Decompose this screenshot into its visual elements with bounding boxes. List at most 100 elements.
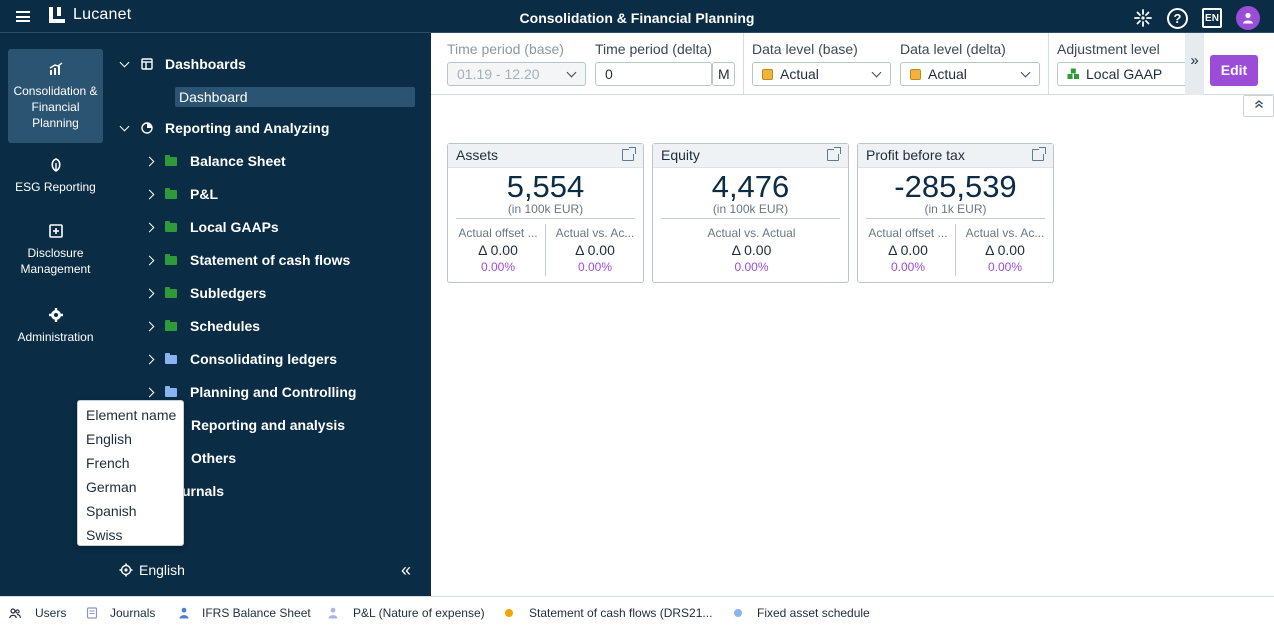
adjustment-level-select[interactable]: Local GAAP bbox=[1057, 62, 1185, 86]
comparison-delta: Δ 0.00 bbox=[478, 242, 518, 258]
card-title: Equity bbox=[653, 144, 848, 168]
lucanet-logo-mark bbox=[48, 6, 66, 24]
rail-item-administration[interactable]: Administration bbox=[8, 307, 103, 347]
data-level-delta-label: Data level (delta) bbox=[900, 41, 1006, 57]
kpi-card-assets[interactable]: Assets 5,554 (in 100k EUR) Actual offset… bbox=[447, 143, 644, 283]
rail-label: ESG Reporting bbox=[15, 180, 96, 194]
card-value: 4,476 bbox=[711, 169, 790, 204]
tree-node-journals[interactable]: urnals bbox=[182, 481, 224, 501]
language-menu: Element name English French German Spani… bbox=[77, 400, 184, 546]
chevron-down-icon[interactable] bbox=[119, 57, 130, 67]
card-value: 5,554 bbox=[506, 169, 585, 204]
dot-icon bbox=[505, 609, 513, 617]
card-comparison: Actual vs. Actual Δ 0.00 0.00% bbox=[661, 226, 842, 275]
chevron-right-icon[interactable] bbox=[144, 189, 155, 199]
folder-icon bbox=[165, 319, 177, 331]
rail-item-esg[interactable]: ESG Reporting bbox=[8, 157, 103, 207]
rail-item-disclosure[interactable]: Disclosure Management bbox=[8, 223, 103, 279]
chevron-down-icon bbox=[871, 67, 882, 78]
chevron-right-icon[interactable] bbox=[144, 255, 155, 265]
tree-node-reporting-analysis[interactable]: Reporting and analysis bbox=[191, 415, 345, 435]
menu-icon[interactable] bbox=[16, 11, 30, 22]
status-item-journals[interactable]: Journals bbox=[86, 606, 155, 620]
collapse-filters-button[interactable] bbox=[1243, 95, 1274, 117]
chevron-right-icon[interactable] bbox=[144, 288, 155, 298]
language-option[interactable]: Swiss bbox=[86, 527, 123, 543]
tree-node-schedules[interactable]: Schedules bbox=[144, 316, 260, 336]
status-label: Users bbox=[35, 606, 67, 620]
rail-item-consolidation[interactable]: Consolidation & Financial Planning bbox=[8, 49, 103, 143]
tree-node-dashboard[interactable]: Dashboard bbox=[175, 87, 415, 107]
card-title: Assets bbox=[448, 144, 643, 168]
user-avatar-icon[interactable] bbox=[1236, 6, 1260, 30]
collapse-sidebar-icon[interactable]: « bbox=[401, 560, 412, 580]
tree-node-balance-sheet[interactable]: Balance Sheet bbox=[144, 151, 286, 171]
time-period-delta-label: Time period (delta) bbox=[595, 41, 712, 57]
app-rail: Consolidation & Financial Planning ESG R… bbox=[0, 33, 111, 596]
language-option[interactable]: Element name bbox=[86, 407, 177, 423]
chevron-right-icon[interactable] bbox=[144, 156, 155, 166]
language-selector[interactable]: English bbox=[119, 562, 185, 578]
status-item-cash-flows[interactable]: Statement of cash flows (DRS21... bbox=[505, 606, 712, 620]
edit-button[interactable]: Edit bbox=[1210, 55, 1258, 86]
external-link-icon[interactable] bbox=[1032, 147, 1046, 161]
comparison-label: Actual vs. Ac... bbox=[555, 226, 635, 240]
card-title-text: Equity bbox=[661, 147, 700, 163]
cube-icon bbox=[910, 69, 921, 80]
kpi-card-profit-before-tax[interactable]: Profit before tax -285,539 (in 1k EUR) A… bbox=[857, 143, 1054, 283]
status-item-users[interactable]: Users bbox=[9, 606, 66, 620]
rail-label: Consolidation & Financial Planning bbox=[13, 84, 98, 130]
tree-node-subledgers[interactable]: Subledgers bbox=[144, 283, 266, 303]
folder-icon bbox=[165, 220, 177, 232]
tree-node-consolidating-ledgers[interactable]: Consolidating ledgers bbox=[144, 349, 337, 369]
help-icon[interactable]: ? bbox=[1167, 7, 1188, 29]
status-item-ifrs-balance-sheet[interactable]: IFRS Balance Sheet bbox=[178, 606, 311, 620]
tree-node-planning[interactable]: Planning and Controlling bbox=[144, 382, 356, 402]
data-level-base-select[interactable]: Actual bbox=[752, 62, 891, 86]
comparison-percent: 0.00% bbox=[890, 260, 926, 274]
language-option[interactable]: German bbox=[86, 479, 137, 495]
chevron-right-icon[interactable] bbox=[144, 321, 155, 331]
data-level-delta-select[interactable]: Actual bbox=[900, 62, 1040, 86]
language-badge[interactable]: EN bbox=[1202, 8, 1222, 28]
top-bar: Lucanet Consolidation & Financial Planni… bbox=[0, 0, 1274, 33]
pie-chart-icon bbox=[141, 122, 153, 134]
comparison-label: Actual vs. Actual bbox=[707, 226, 796, 240]
language-option[interactable]: Spanish bbox=[86, 503, 137, 519]
card-comparison: Actual offset ... Δ 0.00 0.00% bbox=[454, 226, 542, 275]
chevron-down-icon[interactable] bbox=[119, 121, 130, 131]
time-period-delta-input[interactable]: 0 bbox=[595, 62, 712, 86]
comparison-percent: 0.00% bbox=[987, 260, 1023, 274]
sparkle-icon[interactable] bbox=[1132, 8, 1153, 29]
tree-node-local-gaaps[interactable]: Local GAAPs bbox=[144, 217, 279, 237]
tree-node-others[interactable]: Others bbox=[191, 448, 236, 468]
chevron-right-icon[interactable] bbox=[144, 354, 155, 364]
tree-node-reporting[interactable]: Reporting and Analyzing bbox=[119, 118, 329, 138]
folder-icon bbox=[165, 286, 177, 298]
language-option[interactable]: French bbox=[86, 455, 130, 471]
comparison-delta: Δ 0.00 bbox=[985, 242, 1025, 258]
status-item-pl[interactable]: P&L (Nature of expense) bbox=[327, 606, 485, 620]
tree-node-cash-flows[interactable]: Statement of cash flows bbox=[144, 250, 350, 270]
external-link-icon[interactable] bbox=[622, 147, 636, 161]
more-filters-button[interactable]: » bbox=[1185, 33, 1204, 95]
kpi-card-equity[interactable]: Equity 4,476 (in 100k EUR) Actual vs. Ac… bbox=[652, 143, 849, 283]
gear-icon bbox=[48, 308, 63, 322]
tree-footer: English « bbox=[111, 560, 431, 584]
chevron-right-icon[interactable] bbox=[144, 222, 155, 232]
language-option[interactable]: English bbox=[86, 431, 132, 447]
data-level-base-label: Data level (base) bbox=[752, 41, 858, 57]
comparison-percent: 0.00% bbox=[577, 260, 613, 274]
tree-node-dashboards[interactable]: Dashboards bbox=[119, 54, 246, 74]
tree-node-pl[interactable]: P&L bbox=[144, 184, 218, 204]
card-title-text: Profit before tax bbox=[866, 147, 965, 163]
card-unit: (in 100k EUR) bbox=[712, 202, 789, 216]
status-label: Fixed asset schedule bbox=[757, 606, 870, 620]
status-item-fixed-asset[interactable]: Fixed asset schedule bbox=[734, 606, 870, 620]
person-icon bbox=[328, 607, 338, 619]
users-icon bbox=[9, 608, 21, 619]
external-link-icon[interactable] bbox=[827, 147, 841, 161]
comparison-label: Actual offset ... bbox=[458, 226, 538, 240]
chevron-right-icon[interactable] bbox=[144, 387, 155, 397]
time-unit-select[interactable]: M bbox=[712, 62, 735, 86]
